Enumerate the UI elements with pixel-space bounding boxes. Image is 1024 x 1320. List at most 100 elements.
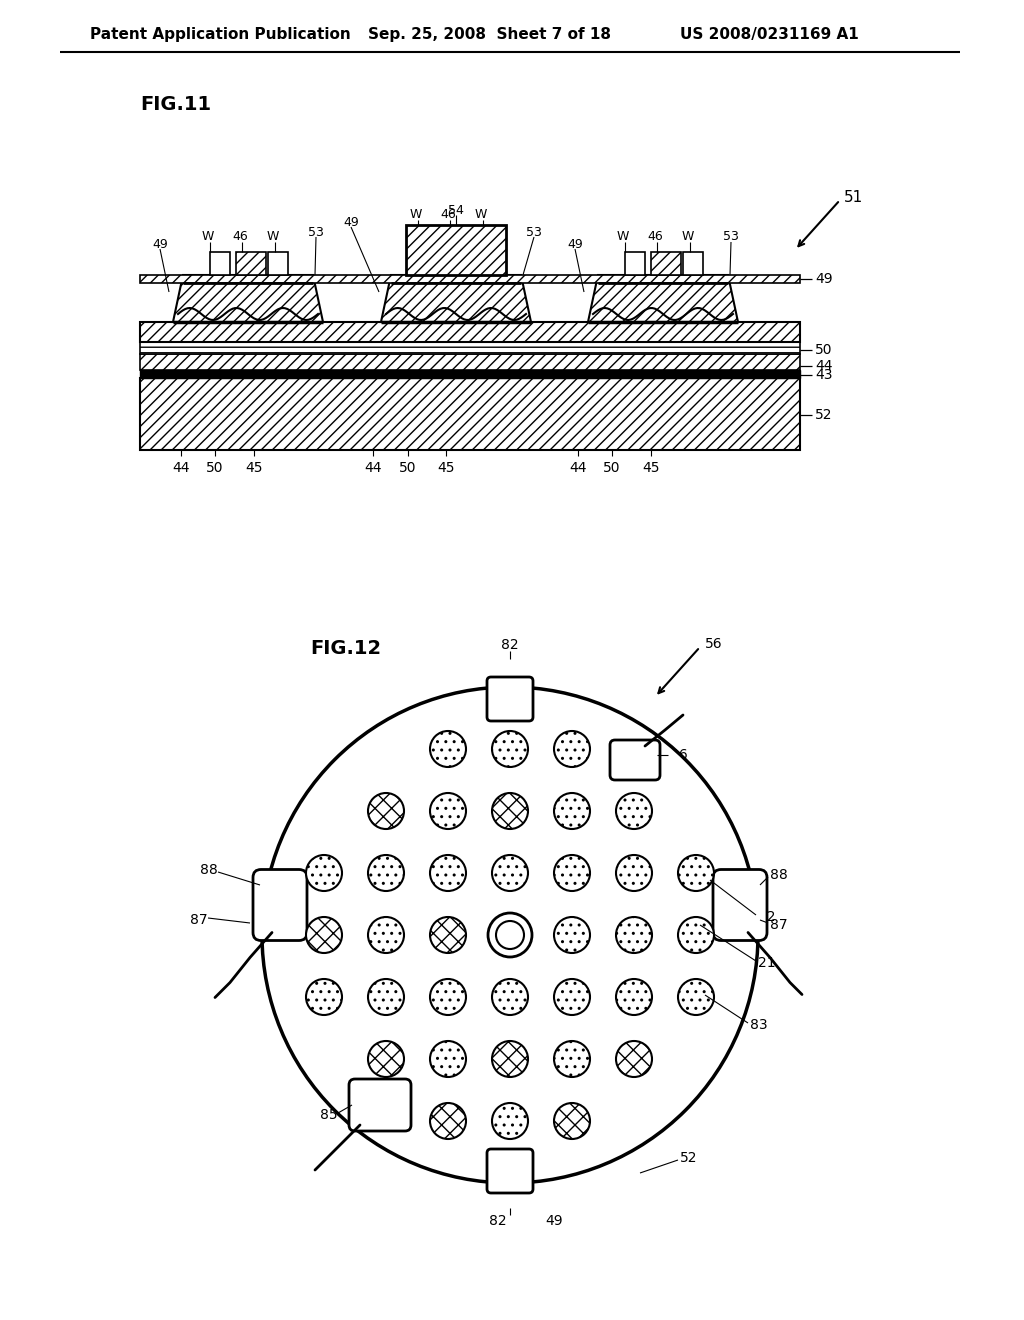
Circle shape	[678, 855, 714, 891]
Text: 88: 88	[770, 869, 787, 882]
FancyBboxPatch shape	[349, 1078, 411, 1131]
Text: 52: 52	[680, 1151, 697, 1166]
Text: 45: 45	[246, 461, 263, 475]
Text: 53: 53	[308, 226, 324, 239]
Circle shape	[430, 1041, 466, 1077]
Bar	[651, 252, 681, 275]
Text: 49: 49	[815, 272, 833, 286]
Bar	[625, 252, 645, 275]
Text: Sep. 25, 2008  Sheet 7 of 18: Sep. 25, 2008 Sheet 7 of 18	[368, 28, 611, 42]
Circle shape	[492, 855, 528, 891]
Bar	[444, 252, 474, 275]
Text: 87: 87	[770, 917, 787, 932]
Text: 85: 85	[319, 1107, 338, 1122]
Bar	[140, 378, 800, 450]
Bar	[476, 252, 496, 275]
Text: 44: 44	[815, 359, 833, 374]
Circle shape	[368, 855, 404, 891]
Text: 44: 44	[569, 461, 587, 475]
Polygon shape	[588, 275, 738, 322]
Text: 50: 50	[399, 461, 417, 475]
Bar	[418, 252, 438, 275]
Text: 49: 49	[545, 1214, 562, 1228]
Circle shape	[678, 917, 714, 953]
Circle shape	[306, 979, 342, 1015]
Text: 45: 45	[642, 461, 659, 475]
Circle shape	[492, 979, 528, 1015]
Text: +: +	[374, 1092, 407, 1129]
Text: 82: 82	[501, 638, 519, 652]
Text: 43: 43	[815, 368, 833, 381]
Circle shape	[306, 917, 342, 953]
Circle shape	[554, 1041, 590, 1077]
Circle shape	[430, 793, 466, 829]
Bar	[140, 370, 800, 378]
Text: 52: 52	[815, 408, 833, 422]
Circle shape	[554, 793, 590, 829]
Text: 46: 46	[647, 231, 663, 243]
Circle shape	[554, 731, 590, 767]
Text: 51: 51	[844, 190, 863, 205]
Bar	[494, 681, 526, 690]
Text: 82: 82	[489, 1214, 507, 1228]
Text: 49: 49	[153, 239, 168, 252]
Bar	[140, 275, 800, 282]
Text: 53: 53	[723, 231, 739, 243]
Text: −: −	[549, 731, 571, 759]
Circle shape	[678, 979, 714, 1015]
Circle shape	[492, 731, 528, 767]
Bar	[268, 252, 288, 275]
Circle shape	[492, 1041, 528, 1077]
Text: 44: 44	[172, 461, 189, 475]
Polygon shape	[381, 275, 531, 322]
Text: 53: 53	[526, 226, 542, 239]
Text: 50: 50	[603, 461, 621, 475]
Circle shape	[616, 979, 652, 1015]
Bar	[406, 224, 506, 275]
Circle shape	[368, 979, 404, 1015]
Bar	[140, 354, 800, 370]
Text: 49: 49	[343, 216, 358, 230]
Text: W: W	[682, 231, 694, 243]
Circle shape	[430, 917, 466, 953]
Text: 83: 83	[750, 1018, 768, 1032]
Text: 87: 87	[190, 913, 208, 927]
Text: 45: 45	[437, 461, 455, 475]
Text: W: W	[410, 209, 422, 222]
Text: 50: 50	[206, 461, 224, 475]
Text: 56: 56	[705, 638, 723, 651]
Circle shape	[496, 921, 524, 949]
Circle shape	[430, 731, 466, 767]
Text: 50: 50	[815, 343, 833, 356]
Circle shape	[430, 979, 466, 1015]
Text: 46: 46	[232, 231, 248, 243]
Bar	[683, 252, 703, 275]
Text: 86: 86	[670, 748, 688, 762]
Circle shape	[554, 855, 590, 891]
Circle shape	[492, 1104, 528, 1139]
Text: Patent Application Publication: Patent Application Publication	[90, 28, 351, 42]
FancyBboxPatch shape	[487, 677, 534, 721]
Text: 54: 54	[449, 205, 464, 218]
Text: 22: 22	[758, 909, 775, 924]
Bar	[140, 342, 800, 354]
Circle shape	[616, 917, 652, 953]
Circle shape	[430, 855, 466, 891]
Circle shape	[616, 1041, 652, 1077]
Text: 49: 49	[567, 239, 583, 252]
Text: US 2008/0231169 A1: US 2008/0231169 A1	[680, 28, 859, 42]
Circle shape	[554, 979, 590, 1015]
Text: W: W	[202, 231, 214, 243]
Bar	[140, 322, 800, 342]
Bar	[210, 252, 230, 275]
Circle shape	[616, 793, 652, 829]
Text: 44: 44	[365, 461, 382, 475]
FancyBboxPatch shape	[610, 741, 660, 780]
Text: FIG.12: FIG.12	[310, 639, 381, 657]
Text: 88: 88	[200, 863, 218, 876]
Circle shape	[368, 917, 404, 953]
Circle shape	[616, 855, 652, 891]
FancyBboxPatch shape	[253, 870, 307, 940]
Text: 46: 46	[440, 209, 456, 222]
FancyBboxPatch shape	[487, 1148, 534, 1193]
